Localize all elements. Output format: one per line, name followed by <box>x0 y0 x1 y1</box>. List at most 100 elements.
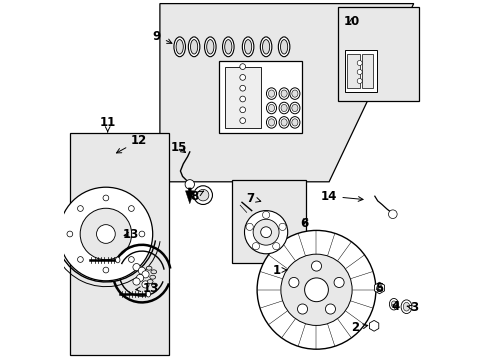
Ellipse shape <box>242 37 253 57</box>
Text: 12: 12 <box>116 134 147 153</box>
Text: 8: 8 <box>190 190 203 203</box>
Ellipse shape <box>266 88 276 99</box>
Ellipse shape <box>268 90 274 97</box>
Circle shape <box>297 304 307 314</box>
Circle shape <box>67 231 73 237</box>
Ellipse shape <box>388 298 398 310</box>
Ellipse shape <box>188 37 200 57</box>
Circle shape <box>376 285 382 291</box>
Circle shape <box>387 210 396 219</box>
Circle shape <box>325 304 335 314</box>
Bar <box>347 54 359 88</box>
Ellipse shape <box>222 37 234 57</box>
Text: 11: 11 <box>100 116 116 132</box>
Bar <box>337 7 418 101</box>
Ellipse shape <box>151 270 156 274</box>
Ellipse shape <box>146 291 150 297</box>
Circle shape <box>103 195 108 201</box>
Circle shape <box>239 85 245 91</box>
Circle shape <box>333 278 344 288</box>
Bar <box>231 180 305 263</box>
Ellipse shape <box>260 37 271 57</box>
Polygon shape <box>160 4 413 182</box>
Ellipse shape <box>244 40 251 54</box>
Circle shape <box>356 60 362 66</box>
Ellipse shape <box>149 275 155 279</box>
Ellipse shape <box>146 266 152 270</box>
Text: 1: 1 <box>272 264 286 276</box>
Circle shape <box>142 281 149 288</box>
Circle shape <box>239 118 245 123</box>
Circle shape <box>244 211 287 254</box>
Circle shape <box>239 107 245 113</box>
Circle shape <box>356 69 362 75</box>
Text: 3: 3 <box>407 301 417 314</box>
Ellipse shape <box>262 40 269 54</box>
Bar <box>361 54 372 88</box>
Text: 13: 13 <box>136 282 159 294</box>
Text: 10: 10 <box>343 15 359 28</box>
Text: 4: 4 <box>390 300 399 313</box>
Ellipse shape <box>390 301 396 307</box>
Circle shape <box>78 257 83 262</box>
Ellipse shape <box>151 283 157 287</box>
Text: 7: 7 <box>245 192 260 204</box>
Circle shape <box>280 254 351 325</box>
Circle shape <box>239 64 245 69</box>
Bar <box>70 133 168 355</box>
Ellipse shape <box>400 300 411 314</box>
Text: 5: 5 <box>374 282 382 295</box>
Circle shape <box>245 223 253 230</box>
Text: 15: 15 <box>170 141 186 154</box>
Circle shape <box>136 274 143 282</box>
Circle shape <box>356 78 362 84</box>
Ellipse shape <box>174 37 185 57</box>
Circle shape <box>311 261 321 271</box>
Bar <box>344 50 376 92</box>
Ellipse shape <box>190 40 197 54</box>
Ellipse shape <box>115 257 120 263</box>
Circle shape <box>128 257 134 262</box>
Circle shape <box>288 278 298 288</box>
Circle shape <box>78 206 83 211</box>
Text: 14: 14 <box>320 190 362 203</box>
Ellipse shape <box>291 90 297 97</box>
Circle shape <box>139 231 144 237</box>
Circle shape <box>252 243 259 250</box>
Ellipse shape <box>281 104 286 112</box>
Circle shape <box>304 278 328 302</box>
Circle shape <box>262 211 269 219</box>
Ellipse shape <box>291 104 297 112</box>
Circle shape <box>197 189 208 201</box>
Ellipse shape <box>281 119 286 126</box>
Circle shape <box>185 180 194 189</box>
Ellipse shape <box>403 302 409 311</box>
Text: 13: 13 <box>122 228 139 241</box>
Circle shape <box>142 271 149 278</box>
Circle shape <box>239 96 245 102</box>
Ellipse shape <box>206 40 213 54</box>
Circle shape <box>80 208 131 260</box>
Ellipse shape <box>176 40 183 54</box>
Ellipse shape <box>278 37 289 57</box>
Ellipse shape <box>279 102 288 114</box>
Circle shape <box>133 264 140 271</box>
Ellipse shape <box>147 279 153 284</box>
Circle shape <box>59 187 152 281</box>
Ellipse shape <box>291 119 297 126</box>
Ellipse shape <box>279 88 288 99</box>
Circle shape <box>239 75 245 80</box>
Ellipse shape <box>266 102 276 114</box>
Text: 9: 9 <box>152 30 172 43</box>
Circle shape <box>260 227 271 238</box>
Circle shape <box>128 206 134 211</box>
Ellipse shape <box>289 117 299 128</box>
Circle shape <box>103 267 108 273</box>
Ellipse shape <box>281 90 286 97</box>
Text: 6: 6 <box>300 217 308 230</box>
Circle shape <box>193 186 212 204</box>
Ellipse shape <box>268 119 274 126</box>
Ellipse shape <box>289 102 299 114</box>
Circle shape <box>133 278 140 285</box>
Circle shape <box>253 219 279 245</box>
